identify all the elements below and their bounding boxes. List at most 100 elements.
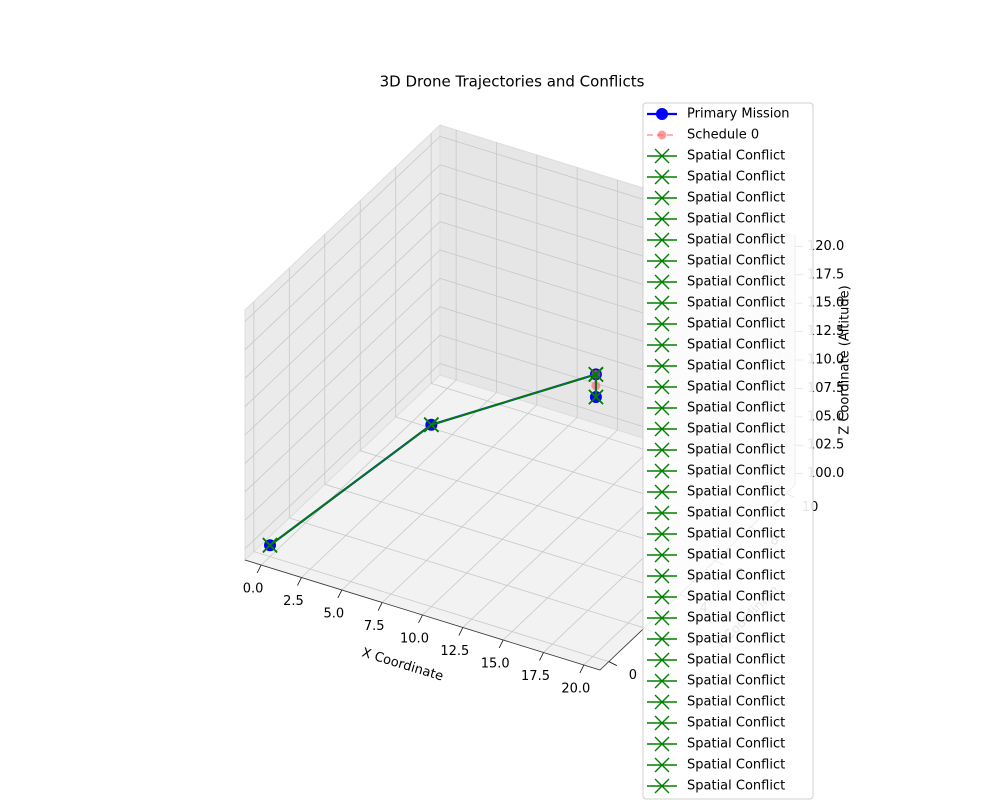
grid-line	[462, 442, 659, 628]
marker-x	[654, 526, 670, 542]
marker	[654, 610, 670, 626]
legend-item: Spatial Conflict	[647, 317, 785, 332]
marker-x	[654, 211, 670, 227]
legend-label: Spatial Conflict	[687, 548, 785, 563]
marker	[654, 358, 670, 374]
grid-line	[244, 278, 441, 464]
marker-x	[654, 652, 670, 668]
legend-label: Spatial Conflict	[687, 506, 785, 521]
axis-line	[244, 559, 601, 671]
marker-x	[654, 484, 670, 500]
marker-x	[654, 253, 670, 269]
grid-line	[244, 192, 441, 379]
x-tick-label: 7.5	[364, 619, 385, 634]
marker	[654, 526, 670, 542]
z-axis-label: Z Coordinate (Altitude)	[838, 285, 853, 434]
marker-x	[654, 379, 670, 395]
marker	[654, 316, 670, 332]
legend-label: Spatial Conflict	[687, 443, 785, 458]
legend-item: Spatial Conflict	[647, 380, 785, 395]
x-tick-label: 5.0	[323, 607, 344, 622]
marker-x	[654, 421, 670, 437]
marker	[654, 169, 670, 185]
marker	[654, 484, 670, 500]
marker	[654, 736, 670, 752]
marker-x	[654, 694, 670, 710]
tick-mark	[256, 564, 262, 574]
legend-marker	[656, 108, 668, 120]
legend-item: Spatial Conflict	[647, 401, 785, 416]
marker	[654, 421, 670, 437]
marker-x	[654, 442, 670, 458]
legend-item: Spatial Conflict	[647, 359, 785, 374]
x-tick-label: 10.0	[400, 632, 429, 647]
legend-item: Spatial Conflict	[647, 464, 785, 479]
legend-label: Spatial Conflict	[687, 632, 785, 647]
tick-mark	[337, 589, 343, 599]
tick-mark	[608, 661, 618, 666]
legend-label: Primary Mission	[687, 107, 790, 122]
z-tick-label: 115.0	[807, 296, 844, 311]
legend-item: Spatial Conflict	[647, 590, 785, 605]
grid-line	[244, 334, 441, 521]
marker	[654, 757, 670, 773]
marker	[654, 274, 670, 290]
legend-box	[642, 102, 814, 800]
marker-x	[262, 537, 278, 553]
grid-line	[341, 404, 538, 591]
legend-label: Spatial Conflict	[687, 275, 785, 290]
marker	[588, 366, 604, 382]
grid-line	[244, 136, 441, 322]
marker-x	[654, 736, 670, 752]
marker-x	[654, 274, 670, 290]
marker	[262, 537, 278, 553]
legend-label: Spatial Conflict	[687, 254, 785, 269]
grid-line	[324, 483, 680, 595]
legend-item: Spatial Conflict	[647, 695, 785, 710]
legend-label: Spatial Conflict	[687, 422, 785, 437]
grid-line	[253, 551, 609, 662]
marker-x	[654, 400, 670, 416]
x-tick-label: 20.0	[561, 682, 590, 697]
marker	[654, 652, 670, 668]
marker	[654, 232, 670, 248]
grid-line	[381, 417, 578, 603]
marker	[654, 400, 670, 416]
grid-line	[260, 379, 457, 566]
legend-item: Spatial Conflict	[647, 611, 785, 626]
legend-label: Spatial Conflict	[687, 716, 785, 731]
legend: Primary Mission Schedule 0 Spatial Conflic…	[642, 102, 814, 800]
x-tick-label: 12.5	[440, 644, 469, 659]
legend-label: Spatial Conflict	[687, 758, 785, 773]
marker	[588, 389, 604, 405]
marker-x	[654, 358, 670, 374]
legend-item: Spatial Conflict	[647, 527, 785, 542]
marker	[654, 631, 670, 647]
grid-line	[244, 306, 441, 493]
z-tick-label: 100.0	[807, 466, 844, 481]
marker	[654, 211, 670, 227]
z-tick-label: 105.0	[807, 409, 844, 424]
legend-item: Spatial Conflict	[647, 548, 785, 563]
legend-item: Spatial Conflict	[647, 170, 785, 185]
legend-item: Spatial Conflict	[647, 653, 785, 668]
legend-item: Spatial Conflict	[647, 233, 785, 248]
legend-item: Spatial Conflict	[647, 485, 785, 500]
marker	[423, 417, 439, 433]
legend-item: Spatial Conflict	[647, 506, 785, 521]
legend-label: Spatial Conflict	[687, 527, 785, 542]
legend-label: Spatial Conflict	[687, 191, 785, 206]
marker-x	[654, 316, 670, 332]
grid-line	[244, 221, 441, 407]
legend-label: Spatial Conflict	[687, 359, 785, 374]
marker	[654, 673, 670, 689]
legend-item: Spatial Conflict	[647, 296, 785, 311]
legend-label: Spatial Conflict	[687, 338, 785, 353]
marker-x	[654, 463, 670, 479]
legend-item: Spatial Conflict	[647, 674, 785, 689]
z-tick-label: 120.0	[807, 239, 844, 254]
marker	[654, 337, 670, 353]
legend-label: Schedule 0	[687, 128, 759, 143]
marker	[654, 589, 670, 605]
legend-item: Spatial Conflict	[647, 191, 785, 206]
